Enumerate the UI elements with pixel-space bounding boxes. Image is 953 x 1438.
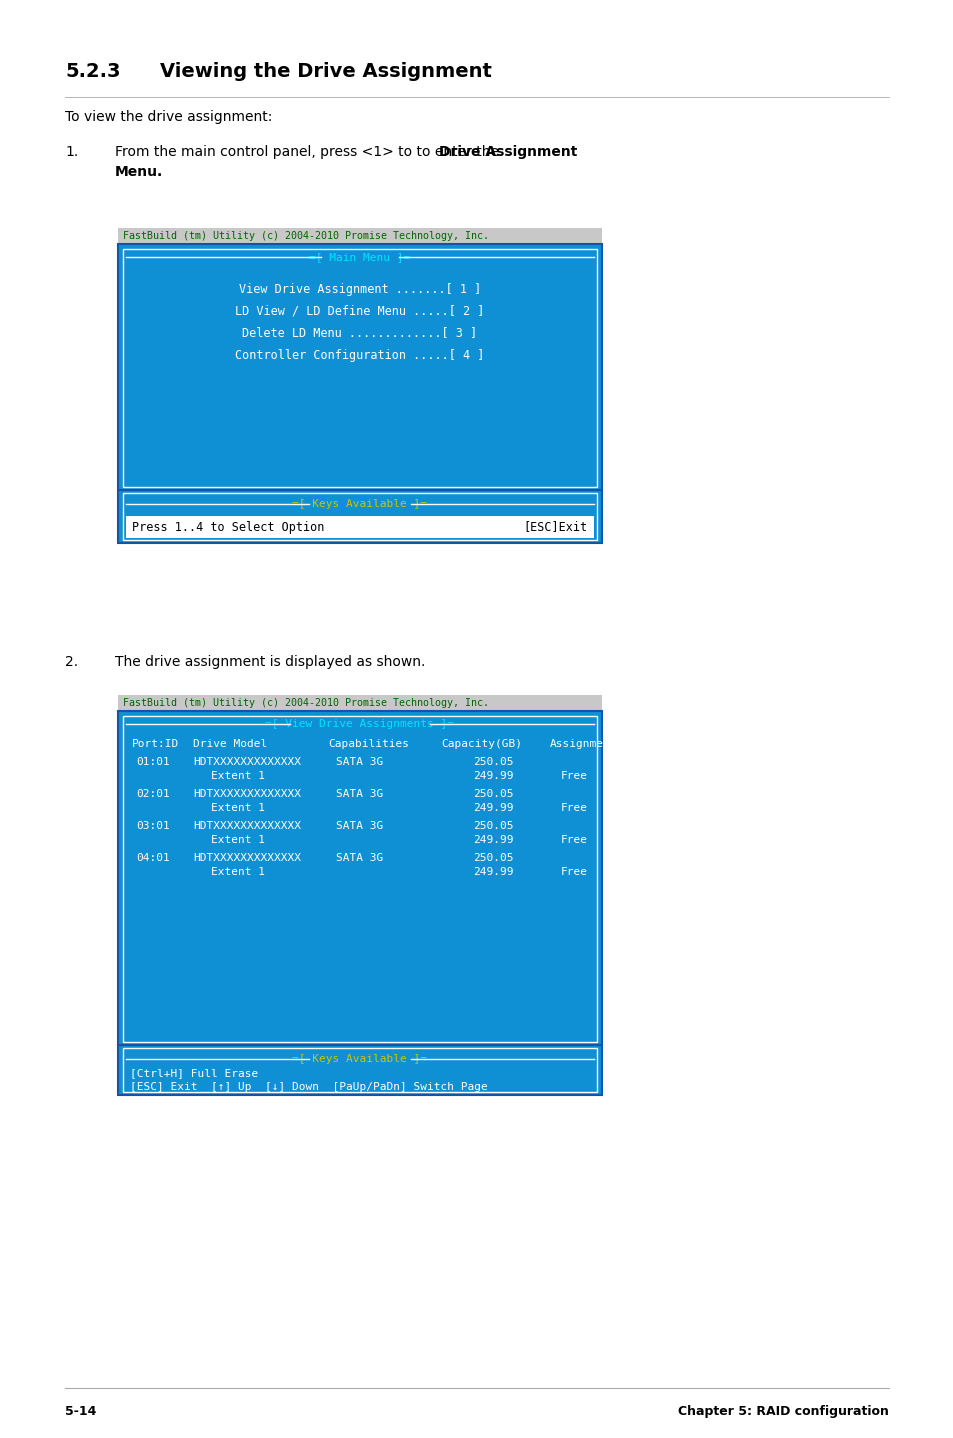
Text: 249.99: 249.99 — [473, 867, 513, 877]
Text: Capabilities: Capabilities — [328, 739, 409, 749]
FancyBboxPatch shape — [118, 695, 601, 710]
Text: 249.99: 249.99 — [473, 835, 513, 846]
FancyBboxPatch shape — [118, 244, 601, 490]
Text: Port:ID: Port:ID — [132, 739, 179, 749]
Text: Chapter 5: RAID configuration: Chapter 5: RAID configuration — [678, 1405, 888, 1418]
FancyBboxPatch shape — [118, 490, 601, 544]
Text: HDTXXXXXXXXXXXXX: HDTXXXXXXXXXXXXX — [193, 853, 301, 863]
Text: [ESC]Exit: [ESC]Exit — [523, 521, 587, 533]
Text: Menu.: Menu. — [115, 165, 163, 178]
FancyBboxPatch shape — [118, 710, 601, 1045]
Text: =[ View Drive Assignments ]=: =[ View Drive Assignments ]= — [265, 719, 454, 729]
Text: SATA 3G: SATA 3G — [335, 821, 383, 831]
Text: HDTXXXXXXXXXXXXX: HDTXXXXXXXXXXXXX — [193, 789, 301, 800]
Text: Free: Free — [560, 771, 587, 781]
Text: =[ Keys Available ]=: =[ Keys Available ]= — [293, 1054, 427, 1064]
Text: Extent 1: Extent 1 — [211, 771, 265, 781]
Text: HDTXXXXXXXXXXXXX: HDTXXXXXXXXXXXXX — [193, 821, 301, 831]
Text: Extent 1: Extent 1 — [211, 835, 265, 846]
Text: 02:01: 02:01 — [136, 789, 170, 800]
Text: 2.: 2. — [65, 654, 78, 669]
Text: 249.99: 249.99 — [473, 802, 513, 812]
Text: 250.05: 250.05 — [473, 756, 513, 766]
Text: [Ctrl+H] Full Erase: [Ctrl+H] Full Erase — [130, 1068, 258, 1078]
Text: Free: Free — [560, 867, 587, 877]
Text: Drive Model: Drive Model — [193, 739, 267, 749]
Text: Extent 1: Extent 1 — [211, 802, 265, 812]
Text: HDTXXXXXXXXXXXXX: HDTXXXXXXXXXXXXX — [193, 756, 301, 766]
Text: SATA 3G: SATA 3G — [335, 853, 383, 863]
Text: 03:01: 03:01 — [136, 821, 170, 831]
Text: From the main control panel, press <1> to to enter the: From the main control panel, press <1> t… — [115, 145, 503, 160]
Text: To view the drive assignment:: To view the drive assignment: — [65, 109, 273, 124]
Text: 250.05: 250.05 — [473, 853, 513, 863]
Text: LD View / LD Define Menu .....[ 2 ]: LD View / LD Define Menu .....[ 2 ] — [235, 305, 484, 318]
FancyBboxPatch shape — [126, 516, 594, 538]
Text: Capacity(GB): Capacity(GB) — [440, 739, 521, 749]
Text: [ESC] Exit  [↑] Up  [↓] Down  [PaUp/PaDn] Switch Page: [ESC] Exit [↑] Up [↓] Down [PaUp/PaDn] S… — [130, 1081, 487, 1091]
Text: Free: Free — [560, 802, 587, 812]
Text: Assignment: Assignment — [550, 739, 617, 749]
Text: 5-14: 5-14 — [65, 1405, 96, 1418]
Text: 250.05: 250.05 — [473, 789, 513, 800]
Text: FastBuild (tm) Utility (c) 2004-2010 Promise Technology, Inc.: FastBuild (tm) Utility (c) 2004-2010 Pro… — [123, 232, 489, 242]
Text: Viewing the Drive Assignment: Viewing the Drive Assignment — [160, 62, 492, 81]
Text: Delete LD Menu .............[ 3 ]: Delete LD Menu .............[ 3 ] — [242, 326, 477, 339]
Text: SATA 3G: SATA 3G — [335, 789, 383, 800]
Text: View Drive Assignment .......[ 1 ]: View Drive Assignment .......[ 1 ] — [238, 282, 480, 295]
FancyBboxPatch shape — [118, 1045, 601, 1094]
Text: 250.05: 250.05 — [473, 821, 513, 831]
Text: Free: Free — [560, 835, 587, 846]
Text: =[ Main Menu ]=: =[ Main Menu ]= — [309, 252, 410, 262]
Text: 1.: 1. — [65, 145, 78, 160]
Text: SATA 3G: SATA 3G — [335, 756, 383, 766]
Text: 04:01: 04:01 — [136, 853, 170, 863]
Text: =[ Keys Available ]=: =[ Keys Available ]= — [293, 499, 427, 509]
Text: Controller Configuration .....[ 4 ]: Controller Configuration .....[ 4 ] — [235, 348, 484, 361]
Text: Press 1..4 to Select Option: Press 1..4 to Select Option — [132, 521, 324, 533]
Text: 01:01: 01:01 — [136, 756, 170, 766]
FancyBboxPatch shape — [118, 229, 601, 244]
Text: The drive assignment is displayed as shown.: The drive assignment is displayed as sho… — [115, 654, 425, 669]
Text: Extent 1: Extent 1 — [211, 867, 265, 877]
Text: 5.2.3: 5.2.3 — [65, 62, 120, 81]
Text: 249.99: 249.99 — [473, 771, 513, 781]
Text: Drive Assignment: Drive Assignment — [439, 145, 578, 160]
Text: FastBuild (tm) Utility (c) 2004-2010 Promise Technology, Inc.: FastBuild (tm) Utility (c) 2004-2010 Pro… — [123, 697, 489, 707]
